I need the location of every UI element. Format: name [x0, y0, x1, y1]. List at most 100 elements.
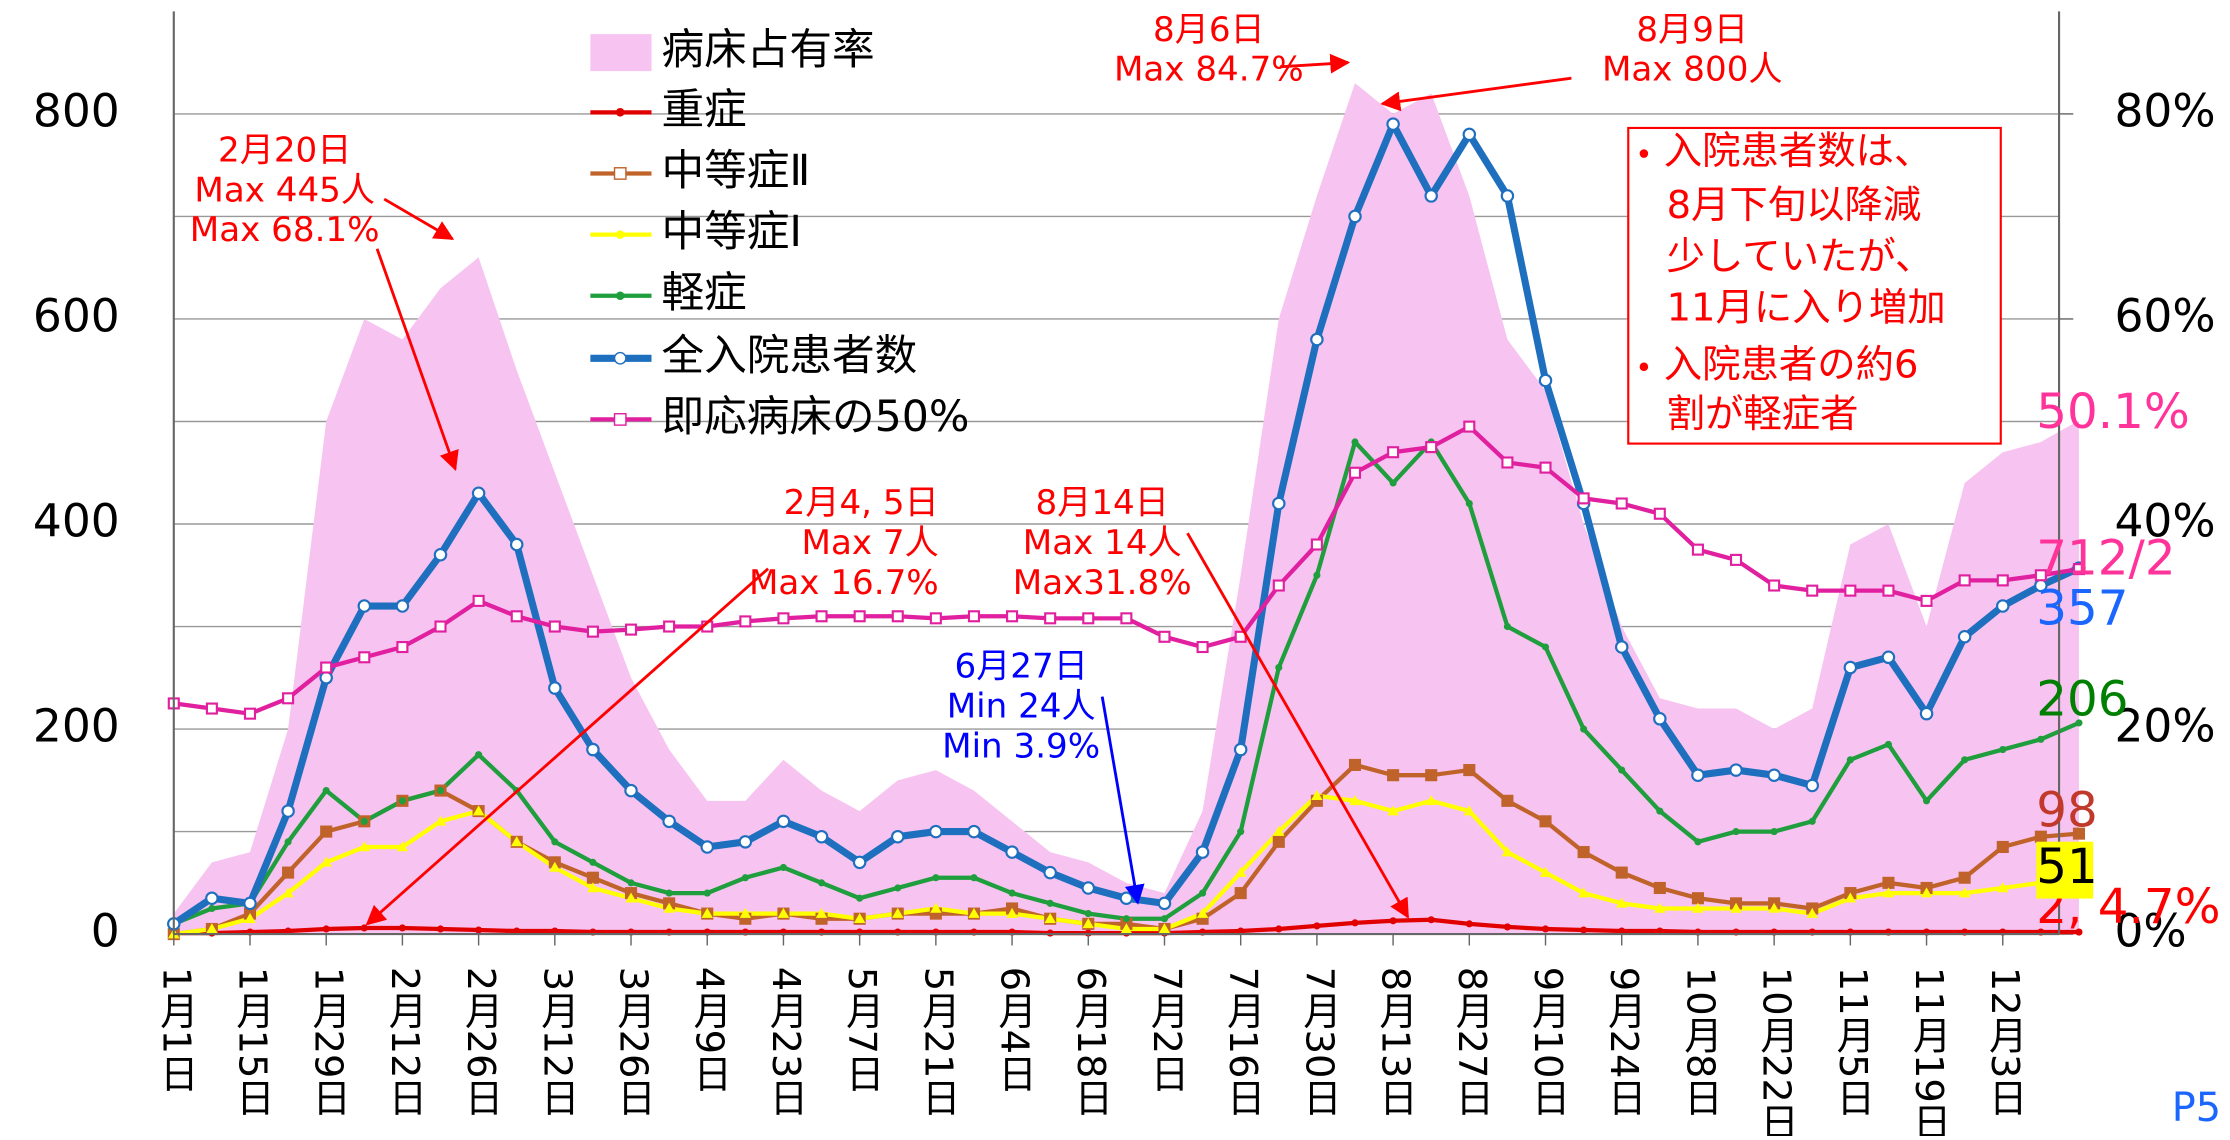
marker [475, 751, 483, 759]
legend-label: 病床占有率 [661, 25, 874, 75]
marker [1463, 764, 1476, 777]
marker [665, 889, 673, 897]
legend-swatch [590, 34, 652, 72]
marker [1577, 887, 1590, 898]
marker [1425, 795, 1437, 806]
marker [1351, 919, 1359, 927]
legend-label: 中等症Ⅰ [661, 207, 802, 257]
marker [1237, 927, 1245, 935]
marker [281, 804, 295, 818]
marker [549, 861, 561, 872]
x-tick-label: 5月7日 [839, 967, 884, 1093]
marker [1654, 902, 1666, 913]
marker [814, 829, 829, 844]
end-label: 206 [2036, 671, 2128, 727]
marker [1463, 805, 1475, 816]
page-number: P5 [2172, 1085, 2221, 1131]
x-tick-label: 5月21日 [915, 967, 960, 1117]
marker [398, 797, 406, 805]
marker [1081, 881, 1096, 895]
arrow [375, 248, 459, 472]
marker [1008, 889, 1016, 897]
marker [1500, 189, 1515, 203]
marker [1922, 797, 1931, 805]
marker [1233, 742, 1248, 757]
marker [1160, 915, 1169, 923]
marker [1694, 838, 1702, 846]
marker [1996, 599, 2010, 613]
marker [433, 548, 448, 562]
marker [1614, 640, 1629, 654]
annotation: Max 84.7% [1114, 50, 1304, 90]
marker [624, 783, 638, 798]
marker [1616, 897, 1628, 908]
marker [892, 907, 904, 918]
marker [360, 817, 368, 825]
end-label: 98 [2036, 782, 2097, 838]
marker [703, 889, 711, 897]
marker [436, 787, 445, 795]
marker [929, 612, 942, 625]
x-tick-label: 3月26日 [611, 967, 656, 1117]
marker [627, 879, 635, 887]
marker [852, 855, 867, 870]
x-tick-label: 6月18日 [1068, 967, 1113, 1117]
marker [1348, 758, 1362, 771]
marker [513, 927, 521, 935]
marker [777, 612, 790, 625]
marker [208, 904, 216, 913]
marker [1273, 825, 1285, 836]
marker [1310, 538, 1323, 551]
arrow [1380, 76, 1572, 112]
marker [2034, 830, 2047, 843]
annotation: Max 14人 [1023, 523, 1182, 563]
x-tick-label: 8月13日 [1373, 967, 1418, 1117]
note-box [1627, 126, 2002, 445]
marker [319, 671, 333, 685]
annotation: Min 24人 [947, 687, 1096, 727]
marker [815, 907, 828, 918]
y-tick-label: 200 [33, 700, 120, 753]
marker [2037, 735, 2045, 743]
marker [856, 894, 864, 902]
x-tick-label: 4月23日 [763, 967, 808, 1117]
arrow [1100, 696, 1145, 905]
marker [586, 871, 599, 884]
legend-swatch [615, 291, 625, 300]
marker [777, 907, 790, 918]
marker [1120, 612, 1133, 625]
marker [1311, 790, 1323, 800]
marker [1881, 650, 1896, 665]
marker [1957, 630, 1972, 644]
marker [1158, 923, 1171, 934]
marker [282, 692, 295, 705]
marker [282, 887, 294, 898]
marker [1618, 927, 1626, 935]
marker [1961, 756, 1969, 764]
marker [930, 902, 942, 913]
marker [1730, 902, 1742, 913]
marker [1157, 896, 1172, 911]
marker [1541, 925, 1550, 933]
marker [970, 874, 978, 882]
y2-tick-label: 40% [2115, 495, 2216, 548]
marker [509, 537, 524, 552]
marker [1275, 663, 1283, 672]
marker [1577, 492, 1590, 505]
marker [1541, 643, 1550, 651]
marker [663, 902, 675, 913]
marker [396, 640, 409, 654]
marker [1920, 887, 1933, 898]
marker [205, 891, 219, 905]
marker [1580, 926, 1588, 934]
marker [1503, 622, 1511, 631]
marker [205, 702, 218, 715]
marker [1043, 865, 1057, 880]
legend-swatch [613, 167, 627, 180]
marker [475, 926, 483, 934]
arrow [383, 197, 455, 241]
marker [1351, 438, 1359, 446]
marker [625, 892, 637, 903]
marker [1465, 499, 1473, 508]
marker [739, 907, 752, 918]
